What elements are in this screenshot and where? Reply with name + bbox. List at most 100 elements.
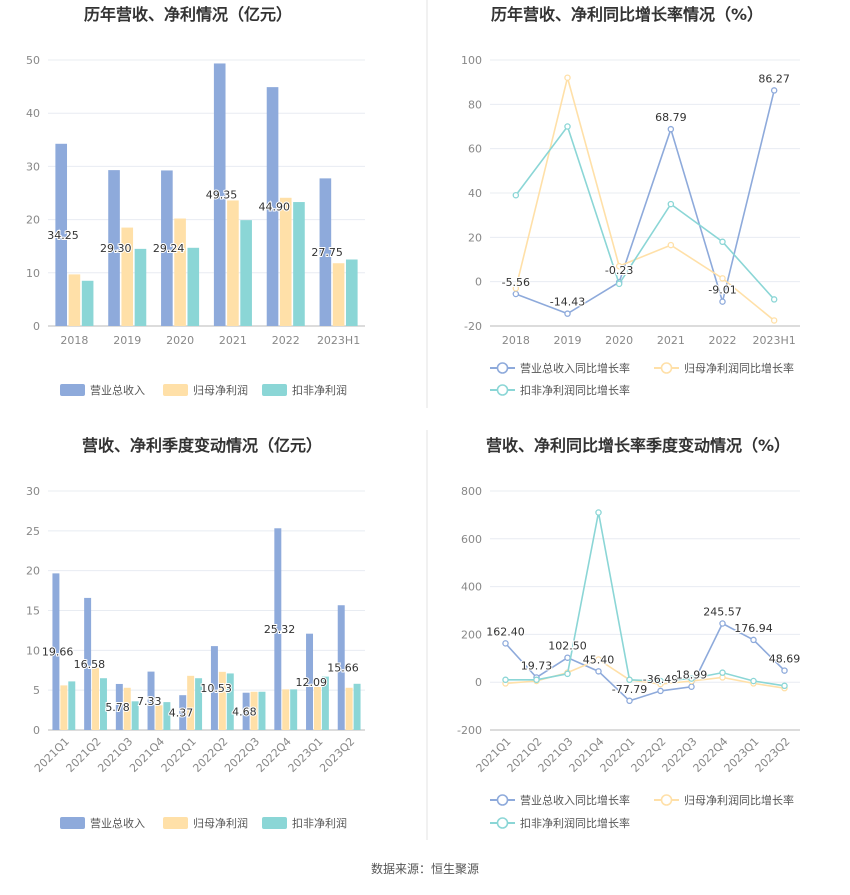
bar-parent-profit <box>227 200 239 326</box>
legend-item: 营业总收入 <box>60 383 145 397</box>
bar-deducted-profit <box>131 701 139 730</box>
data-point <box>657 687 664 695</box>
y-tick-label: 50 <box>26 54 40 67</box>
x-tick-label: 2019 <box>113 334 141 347</box>
bar-parent-profit <box>60 685 68 730</box>
data-point <box>615 262 623 270</box>
legend-swatch <box>262 384 287 396</box>
legend-swatch-marker <box>496 384 509 396</box>
bar-deducted-profit <box>345 259 358 326</box>
data-label: 16.58 <box>74 658 106 671</box>
bar-revenue <box>306 633 314 730</box>
legend-label: 归母净利润同比增长率 <box>684 793 794 807</box>
bar-parent-profit <box>282 689 290 730</box>
data-label: 49.35 <box>206 189 238 202</box>
bar-parent-profit <box>313 686 321 730</box>
legend-label: 扣非净利润同比增长率 <box>520 383 630 397</box>
y-tick-label: 80 <box>468 98 482 111</box>
data-point <box>564 123 571 130</box>
bar-parent-profit <box>250 691 258 730</box>
x-tick-label: 2023Q2 <box>753 735 793 775</box>
x-tick-label: 2018 <box>60 334 88 347</box>
x-tick-label: 2021 <box>657 334 685 347</box>
data-point <box>719 620 726 627</box>
y-tick-label: 30 <box>26 485 40 498</box>
x-tick-label: 2019 <box>554 334 582 347</box>
data-label: 7.33 <box>137 695 162 708</box>
bar-parent-profit <box>68 274 81 326</box>
x-tick-label: 2021 <box>219 334 247 347</box>
bar-revenue <box>266 87 279 326</box>
data-label: 29.24 <box>153 242 185 255</box>
legend-swatch <box>163 384 188 396</box>
bar-revenue <box>55 143 68 326</box>
legend-item: 扣非净利润 <box>262 816 347 830</box>
legend-label: 扣非净利润 <box>292 816 347 830</box>
data-label: 176.94 <box>734 622 773 635</box>
y-tick-label: 10 <box>26 644 40 657</box>
legend-item: 营业总收入同比增长率 <box>490 361 630 375</box>
legend-label: 扣非净利润同比增长率 <box>520 816 630 830</box>
data-point <box>719 298 726 305</box>
y-tick-label: 5 <box>33 684 40 697</box>
bar-deducted-profit <box>353 683 361 730</box>
y-tick-label: 100 <box>461 54 482 67</box>
x-tick-label: 2018 <box>502 334 530 347</box>
bar-parent-profit <box>123 687 131 730</box>
bar-revenue <box>337 605 345 730</box>
data-point <box>615 280 623 288</box>
y-tick-label: -20 <box>464 320 482 333</box>
y-tick-label: 20 <box>26 565 40 578</box>
series-line-parent-profit-growth <box>515 74 775 322</box>
x-tick-label: 2023H1 <box>753 334 796 347</box>
data-point <box>564 74 571 81</box>
legend-swatch-marker <box>496 362 509 374</box>
data-label: -0.23 <box>605 264 633 277</box>
x-tick-label: 2022 <box>272 334 300 347</box>
legend-swatch <box>60 384 85 396</box>
bar-revenue <box>242 692 250 730</box>
bar-parent-profit <box>332 263 345 326</box>
bar-parent-profit <box>187 675 195 730</box>
bar-parent-profit <box>345 687 353 730</box>
bar-revenue <box>210 646 218 730</box>
bar-deducted-profit <box>290 689 298 730</box>
bar-parent-profit <box>218 671 226 730</box>
bar-deducted-profit <box>163 702 171 730</box>
data-source-note: 数据来源：恒生聚源 <box>370 862 479 876</box>
legend-item: 归母净利润 <box>163 816 248 830</box>
x-tick-label: 2023H1 <box>317 334 360 347</box>
legend-item: 归母净利润 <box>163 383 248 397</box>
bar-deducted-profit <box>293 202 305 326</box>
data-label: 19.66 <box>42 646 74 659</box>
data-point <box>512 290 520 298</box>
bar-revenue <box>179 695 187 730</box>
data-point <box>719 238 726 246</box>
data-label: 27.75 <box>311 246 343 259</box>
data-label: -5.56 <box>502 276 530 289</box>
data-point <box>667 241 675 249</box>
data-label: 86.27 <box>758 72 790 85</box>
bar-deducted-profit <box>321 676 329 730</box>
y-tick-label: -200 <box>457 724 482 737</box>
y-tick-label: 15 <box>26 605 40 618</box>
legend-swatch-marker <box>660 362 673 374</box>
legend-swatch <box>163 817 188 829</box>
x-tick-label: 2020 <box>166 334 194 347</box>
data-point <box>657 677 664 685</box>
data-label: 68.79 <box>655 111 687 124</box>
series-line-deducted-profit-growth <box>515 124 775 300</box>
legend-label: 归母净利润 <box>193 816 248 830</box>
legend-label: 营业总收入同比增长率 <box>520 361 630 375</box>
bar-deducted-profit <box>195 678 203 730</box>
data-label: 4.37 <box>169 707 194 720</box>
bar-revenue <box>213 63 226 326</box>
data-label: 102.50 <box>548 640 587 653</box>
chart-annual-amount: 历年营收、净利情况（亿元） 0 10 20 30 40 50 2018 2019 2020 2021… <box>26 5 365 397</box>
bar-deducted-profit <box>258 691 266 730</box>
legend-label: 营业总收入 <box>90 383 145 397</box>
chart-quarter-amount: 营收、净利季度变动情况（亿元）0510152025302021Q12021Q22… <box>26 436 365 830</box>
legend-item: 归母净利润同比增长率 <box>654 793 794 807</box>
y-tick-label: 60 <box>468 143 482 156</box>
bar-parent-profit <box>279 197 292 326</box>
